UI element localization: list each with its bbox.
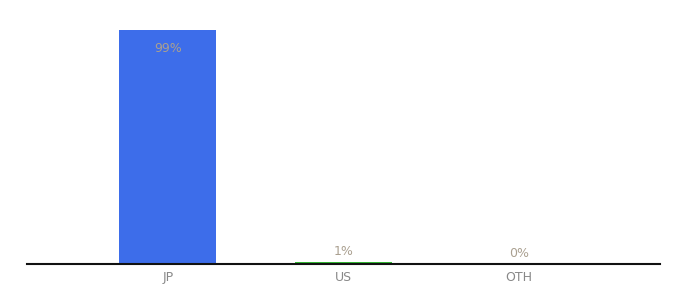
Text: 1%: 1%	[333, 245, 354, 258]
Bar	[120, 30, 216, 264]
Text: 0%: 0%	[509, 248, 529, 260]
Bar	[295, 262, 392, 264]
Text: 99%: 99%	[154, 42, 182, 55]
